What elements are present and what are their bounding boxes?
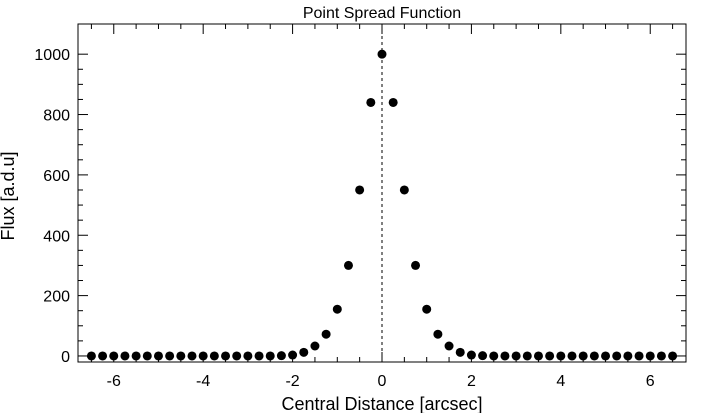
data-point <box>545 351 555 361</box>
data-point <box>567 351 577 361</box>
data-point <box>131 351 141 361</box>
data-point <box>310 341 320 351</box>
data-point <box>187 351 197 361</box>
x-tick-label: 0 <box>378 373 387 390</box>
x-axis-label: Central Distance [arcsec] <box>281 394 482 413</box>
data-point <box>668 351 678 361</box>
data-point <box>165 351 175 361</box>
data-point <box>556 351 566 361</box>
data-point <box>489 351 499 361</box>
data-point <box>444 341 454 351</box>
x-tick-label: 4 <box>556 373 565 390</box>
data-point <box>265 351 275 361</box>
data-point <box>332 304 342 314</box>
data-point <box>388 97 398 107</box>
data-points <box>86 49 678 361</box>
data-point <box>500 351 510 361</box>
data-point <box>589 351 599 361</box>
data-point <box>478 351 488 361</box>
data-point <box>232 351 242 361</box>
data-point <box>176 351 186 361</box>
y-axis-tick-labels: 0 200 400 600 800 1000 <box>34 47 70 366</box>
data-point <box>433 329 443 339</box>
y-tick-label: 800 <box>43 108 70 125</box>
data-point <box>623 351 633 361</box>
y-tick-label: 600 <box>43 168 70 185</box>
y-tick-label: 0 <box>61 349 70 366</box>
data-point <box>511 351 521 361</box>
y-tick-label: 400 <box>43 228 70 245</box>
data-point <box>98 351 108 361</box>
data-point <box>656 351 666 361</box>
x-tick-label: -4 <box>196 373 210 390</box>
y-tick-label: 200 <box>43 289 70 306</box>
data-point <box>422 304 432 314</box>
data-point <box>399 185 409 195</box>
data-point <box>355 185 365 195</box>
data-point <box>221 351 231 361</box>
data-point <box>198 351 208 361</box>
data-point <box>276 351 286 361</box>
data-point <box>120 351 130 361</box>
data-point <box>533 351 543 361</box>
data-point <box>612 351 622 361</box>
data-point <box>142 351 152 361</box>
data-point <box>522 351 532 361</box>
data-point <box>466 350 476 360</box>
data-point <box>634 351 644 361</box>
data-point <box>366 97 376 107</box>
data-point <box>86 351 96 361</box>
data-point <box>645 351 655 361</box>
x-tick-label: -6 <box>107 373 121 390</box>
y-tick-label: 1000 <box>34 47 70 64</box>
x-axis-tick-labels: -6 -4 -2 0 2 4 6 <box>107 373 655 390</box>
data-point <box>578 351 588 361</box>
data-point <box>288 350 298 360</box>
data-point <box>321 329 331 339</box>
data-point <box>601 351 611 361</box>
plot-area <box>77 23 687 363</box>
data-point <box>109 351 119 361</box>
data-point <box>153 351 163 361</box>
data-point <box>209 351 219 361</box>
y-axis-ticks <box>78 53 686 357</box>
data-point <box>343 260 353 270</box>
y-axis-label: Flux [a.d.u] <box>0 151 18 240</box>
data-point <box>254 351 264 361</box>
x-tick-label: 2 <box>467 373 476 390</box>
x-tick-label: -2 <box>285 373 299 390</box>
chart-title: Point Spread Function <box>303 5 461 22</box>
x-tick-label: 6 <box>646 373 655 390</box>
data-point <box>243 351 253 361</box>
data-point <box>299 347 309 357</box>
data-point <box>455 347 465 357</box>
data-point <box>411 260 421 270</box>
data-point <box>377 49 387 59</box>
